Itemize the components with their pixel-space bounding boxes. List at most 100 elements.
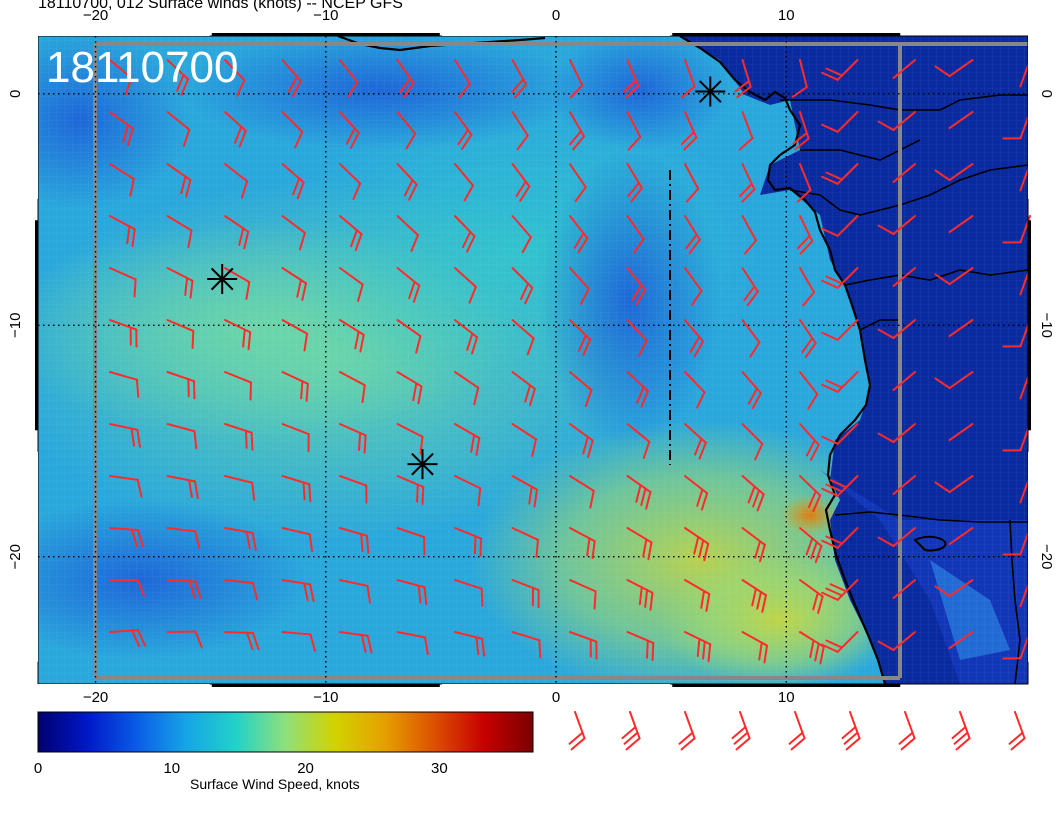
wind-barb-183 — [821, 579, 859, 601]
lon-tick-bottom-1: −10 — [313, 689, 338, 706]
edge-seg-bottom-1 — [211, 684, 440, 687]
wind-barb-149 — [821, 475, 859, 497]
wind-barb-85 — [109, 319, 138, 348]
wind-barb-177 — [511, 579, 540, 609]
wind-barb-70 — [224, 267, 251, 300]
wind-barb-15 — [934, 59, 974, 78]
wind-barb-113 — [741, 371, 762, 410]
wind-barb-109 — [511, 371, 536, 407]
wind-barb-42 — [569, 163, 587, 203]
wind-barb-27 — [680, 111, 698, 151]
wind-barb-172 — [224, 579, 259, 601]
wind-barb-208 — [788, 711, 806, 751]
wind-barb-148 — [799, 475, 822, 513]
edge-seg-right-2 — [1028, 451, 1031, 662]
wind-barb-182 — [799, 579, 824, 614]
wind-barb-125 — [454, 423, 481, 456]
wind-barb-161 — [569, 527, 596, 560]
wind-barb-87 — [224, 319, 252, 351]
wind-barb-167 — [877, 527, 916, 547]
wind-barb-164 — [741, 527, 766, 563]
colorbar-tick-2: 20 — [297, 760, 314, 777]
wind-barb-154 — [166, 527, 201, 550]
edge-seg-bottom-3 — [672, 684, 901, 687]
lon-tick-bottom-0: −20 — [83, 689, 108, 706]
wind-barb-132 — [821, 423, 859, 445]
timestamp-overlay: 18110700 — [46, 43, 239, 92]
wind-barb-90 — [396, 319, 422, 354]
wind-barb-41 — [511, 163, 531, 202]
wind-barb-124 — [396, 423, 424, 455]
wind-barb-120 — [166, 423, 198, 450]
wind-barb-9 — [622, 59, 640, 99]
wind-barb-64 — [821, 215, 859, 237]
edge-seg-top-1 — [211, 33, 440, 36]
edge-seg-right-0 — [1028, 0, 1031, 199]
wind-barb-57 — [454, 215, 476, 253]
page-title: 18110700, 012 Surface winds (knots) -- N… — [38, 0, 403, 12]
lat-tick-left-2: −20 — [7, 544, 24, 569]
wind-barb-207 — [731, 711, 751, 751]
wind-barb-95 — [684, 319, 704, 358]
wind-barb-206 — [678, 711, 696, 751]
wind-barb-106 — [339, 371, 366, 404]
wind-barb-147 — [741, 475, 765, 512]
wind-barb-163 — [684, 527, 710, 562]
wind-barb-110 — [569, 371, 593, 408]
wind-barb-160 — [511, 527, 539, 558]
wind-barb-195 — [569, 631, 598, 660]
wind-speed-field — [38, 36, 1028, 684]
wind-barb-2 — [224, 59, 246, 97]
wind-barb-24 — [511, 111, 529, 151]
wind-barb-68 — [109, 267, 137, 298]
wind-barb-144 — [569, 475, 595, 509]
wind-barb-32 — [948, 111, 974, 130]
wind-barb-199 — [799, 631, 825, 665]
wind-barb-108 — [454, 371, 480, 406]
wind-barb-26 — [626, 111, 642, 151]
wind-barb-133 — [877, 423, 916, 443]
wind-barb-6 — [454, 59, 471, 99]
wind-barb-72 — [339, 267, 364, 302]
wind-barb-19 — [224, 111, 247, 148]
colorbar-tick-3: 30 — [431, 760, 448, 777]
wind-barb-51 — [109, 215, 136, 248]
wind-barb-151 — [934, 475, 974, 494]
wind-barb-197 — [684, 631, 712, 663]
marker-star-1-icon — [207, 264, 238, 294]
wind-barb-21 — [339, 111, 360, 149]
wind-barb-137 — [166, 475, 199, 500]
wind-barb-115 — [821, 371, 859, 393]
edge-seg-bottom-0 — [0, 684, 210, 687]
wind-barb-81 — [821, 267, 859, 289]
wind-barb-130 — [741, 423, 764, 461]
wind-barb-174 — [339, 579, 371, 604]
wind-barb-200 — [821, 631, 859, 653]
wind-barb-34 — [109, 163, 135, 197]
wind-barb-86 — [166, 319, 195, 350]
wind-barb-10 — [680, 59, 696, 99]
wind-barb-5 — [396, 59, 415, 99]
wind-barb-114 — [799, 371, 819, 410]
wind-barb-180 — [684, 579, 711, 612]
wind-barb-158 — [396, 527, 426, 556]
wind-barb-13 — [821, 59, 859, 81]
wind-barb-181 — [741, 579, 767, 613]
lon-tick-top-1: −10 — [313, 7, 338, 24]
wind-barb-31 — [877, 111, 916, 131]
wind-barb-3 — [281, 59, 302, 98]
edge-ticks — [0, 0, 1031, 687]
wind-barb-25 — [569, 111, 585, 151]
wind-barb-49 — [934, 163, 974, 182]
wind-barb-60 — [626, 215, 645, 255]
wind-barb-191 — [339, 631, 373, 654]
lat-tick-left-0: 0 — [7, 90, 24, 98]
edge-seg-left-1 — [35, 220, 38, 431]
edge-seg-right-1 — [1028, 220, 1031, 431]
wind-barb-8 — [569, 59, 584, 99]
graticule — [38, 36, 1028, 684]
wind-barb-48 — [892, 163, 916, 183]
wind-barb-111 — [626, 371, 649, 408]
edge-seg-top-3 — [672, 33, 901, 36]
